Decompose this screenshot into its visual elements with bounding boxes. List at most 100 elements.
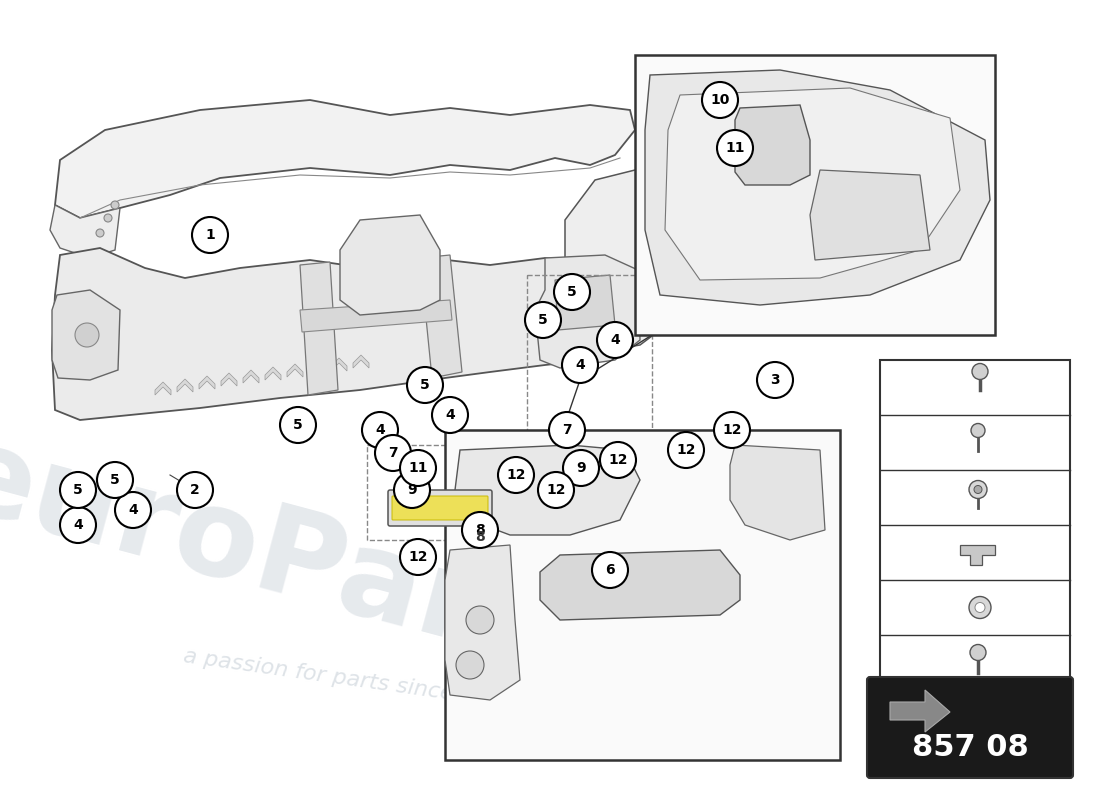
- Circle shape: [972, 363, 988, 379]
- Circle shape: [893, 538, 923, 567]
- Polygon shape: [52, 248, 640, 420]
- Circle shape: [400, 539, 436, 575]
- Text: 5: 5: [110, 473, 120, 487]
- Polygon shape: [287, 364, 303, 377]
- Text: 4: 4: [375, 423, 385, 437]
- Text: 12: 12: [676, 443, 695, 457]
- Text: 4: 4: [73, 518, 82, 532]
- Polygon shape: [199, 376, 214, 389]
- Circle shape: [975, 602, 984, 613]
- Circle shape: [969, 597, 991, 618]
- FancyBboxPatch shape: [880, 360, 1070, 690]
- Text: 5: 5: [538, 313, 548, 327]
- Circle shape: [597, 322, 632, 358]
- Polygon shape: [645, 70, 990, 305]
- Text: 5: 5: [73, 483, 82, 497]
- Circle shape: [600, 442, 636, 478]
- Text: 4: 4: [575, 358, 585, 372]
- Polygon shape: [155, 382, 170, 395]
- Circle shape: [717, 130, 754, 166]
- Polygon shape: [446, 545, 520, 700]
- Text: 4: 4: [446, 408, 455, 422]
- Text: 4: 4: [610, 333, 620, 347]
- Circle shape: [668, 432, 704, 468]
- Text: 11: 11: [725, 141, 745, 155]
- Circle shape: [549, 412, 585, 448]
- Circle shape: [554, 274, 590, 310]
- Circle shape: [893, 427, 923, 458]
- FancyBboxPatch shape: [388, 490, 492, 526]
- Polygon shape: [300, 262, 338, 395]
- Polygon shape: [55, 100, 635, 218]
- Polygon shape: [300, 300, 452, 332]
- Text: 4: 4: [128, 503, 138, 517]
- Text: 7: 7: [562, 423, 572, 437]
- Polygon shape: [666, 88, 960, 280]
- Circle shape: [525, 302, 561, 338]
- Circle shape: [407, 367, 443, 403]
- Polygon shape: [735, 105, 810, 185]
- Text: 12: 12: [900, 381, 916, 394]
- Circle shape: [60, 472, 96, 508]
- Text: 12: 12: [608, 453, 628, 467]
- Circle shape: [192, 217, 228, 253]
- Polygon shape: [540, 550, 740, 620]
- Text: 3: 3: [770, 373, 780, 387]
- Text: 12: 12: [408, 550, 428, 564]
- Circle shape: [400, 450, 436, 486]
- Text: 7: 7: [388, 446, 398, 460]
- Polygon shape: [810, 170, 930, 260]
- Circle shape: [362, 412, 398, 448]
- Circle shape: [971, 423, 984, 438]
- Polygon shape: [243, 370, 258, 383]
- Text: 8: 8: [475, 523, 485, 537]
- Circle shape: [280, 407, 316, 443]
- Text: a passion for parts since 1985: a passion for parts since 1985: [183, 646, 518, 714]
- Polygon shape: [556, 275, 615, 330]
- Text: 8: 8: [475, 530, 485, 544]
- Circle shape: [394, 472, 430, 508]
- Text: 2: 2: [190, 483, 200, 497]
- Text: 5: 5: [293, 418, 303, 432]
- Circle shape: [970, 645, 986, 661]
- Circle shape: [96, 229, 104, 237]
- Circle shape: [116, 492, 151, 528]
- Polygon shape: [730, 445, 825, 540]
- Circle shape: [757, 362, 793, 398]
- Circle shape: [498, 457, 534, 493]
- Text: 9: 9: [407, 483, 417, 497]
- Polygon shape: [177, 379, 192, 392]
- Text: 857 08: 857 08: [912, 734, 1028, 762]
- Circle shape: [111, 201, 119, 209]
- Polygon shape: [420, 255, 462, 378]
- Circle shape: [60, 507, 96, 543]
- Circle shape: [462, 512, 498, 548]
- Polygon shape: [340, 215, 440, 315]
- Circle shape: [969, 481, 987, 498]
- Text: 1: 1: [205, 228, 214, 242]
- Text: 5: 5: [420, 378, 430, 392]
- FancyBboxPatch shape: [867, 677, 1072, 778]
- Circle shape: [563, 450, 600, 486]
- Circle shape: [375, 435, 411, 471]
- Circle shape: [893, 482, 923, 513]
- Circle shape: [893, 373, 923, 402]
- Text: 9: 9: [904, 491, 912, 504]
- Text: 6: 6: [605, 563, 615, 577]
- Text: 12: 12: [723, 423, 741, 437]
- FancyBboxPatch shape: [635, 55, 996, 335]
- Circle shape: [538, 472, 574, 508]
- Polygon shape: [50, 205, 120, 258]
- Text: 11: 11: [900, 436, 916, 449]
- Text: 7: 7: [903, 546, 912, 559]
- Circle shape: [456, 651, 484, 679]
- Circle shape: [75, 323, 99, 347]
- Polygon shape: [890, 690, 950, 732]
- Circle shape: [714, 412, 750, 448]
- Circle shape: [432, 397, 468, 433]
- Circle shape: [893, 593, 923, 622]
- Polygon shape: [353, 355, 369, 368]
- Text: 10: 10: [711, 93, 729, 107]
- Circle shape: [104, 214, 112, 222]
- Text: 5: 5: [568, 285, 576, 299]
